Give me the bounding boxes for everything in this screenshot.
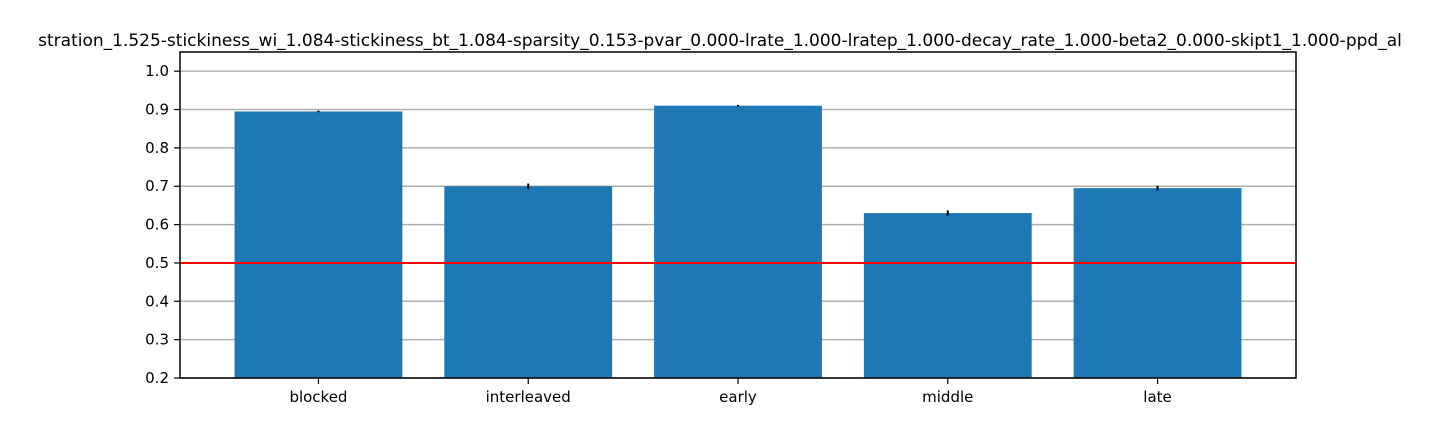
- x-tick-label: early: [719, 388, 757, 406]
- bar-interleaved: [444, 186, 613, 378]
- y-tick-label: 0.4: [145, 292, 169, 310]
- x-tick-label: late: [1143, 388, 1171, 406]
- x-tick-label: blocked: [289, 388, 347, 406]
- x-tick-label: interleaved: [486, 388, 571, 406]
- error-bars: [317, 104, 1159, 216]
- bars: [234, 105, 1242, 379]
- bar-late: [1073, 188, 1242, 378]
- x-tick-label: middle: [922, 388, 973, 406]
- y-tick-label: 0.9: [145, 101, 169, 119]
- chart-title: stration_1.525-stickiness_wi_1.084-stick…: [38, 31, 1402, 51]
- bar-blocked: [234, 111, 403, 379]
- y-tick-label: 0.8: [145, 139, 169, 157]
- y-tick-label: 0.3: [145, 331, 169, 349]
- y-tick-label: 0.5: [145, 254, 169, 272]
- x-axis: blocked interleaved early middle late: [289, 378, 1172, 406]
- y-tick-label: 0.2: [145, 369, 169, 387]
- bar-middle: [863, 213, 1032, 378]
- y-axis: 0.2 0.3 0.4 0.5 0.6 0.7 0.8 0.9 1.0: [145, 62, 180, 387]
- y-tick-label: 1.0: [145, 62, 169, 80]
- y-tick-label: 0.7: [145, 177, 169, 195]
- y-tick-label: 0.6: [145, 216, 169, 234]
- bar-early: [654, 105, 822, 378]
